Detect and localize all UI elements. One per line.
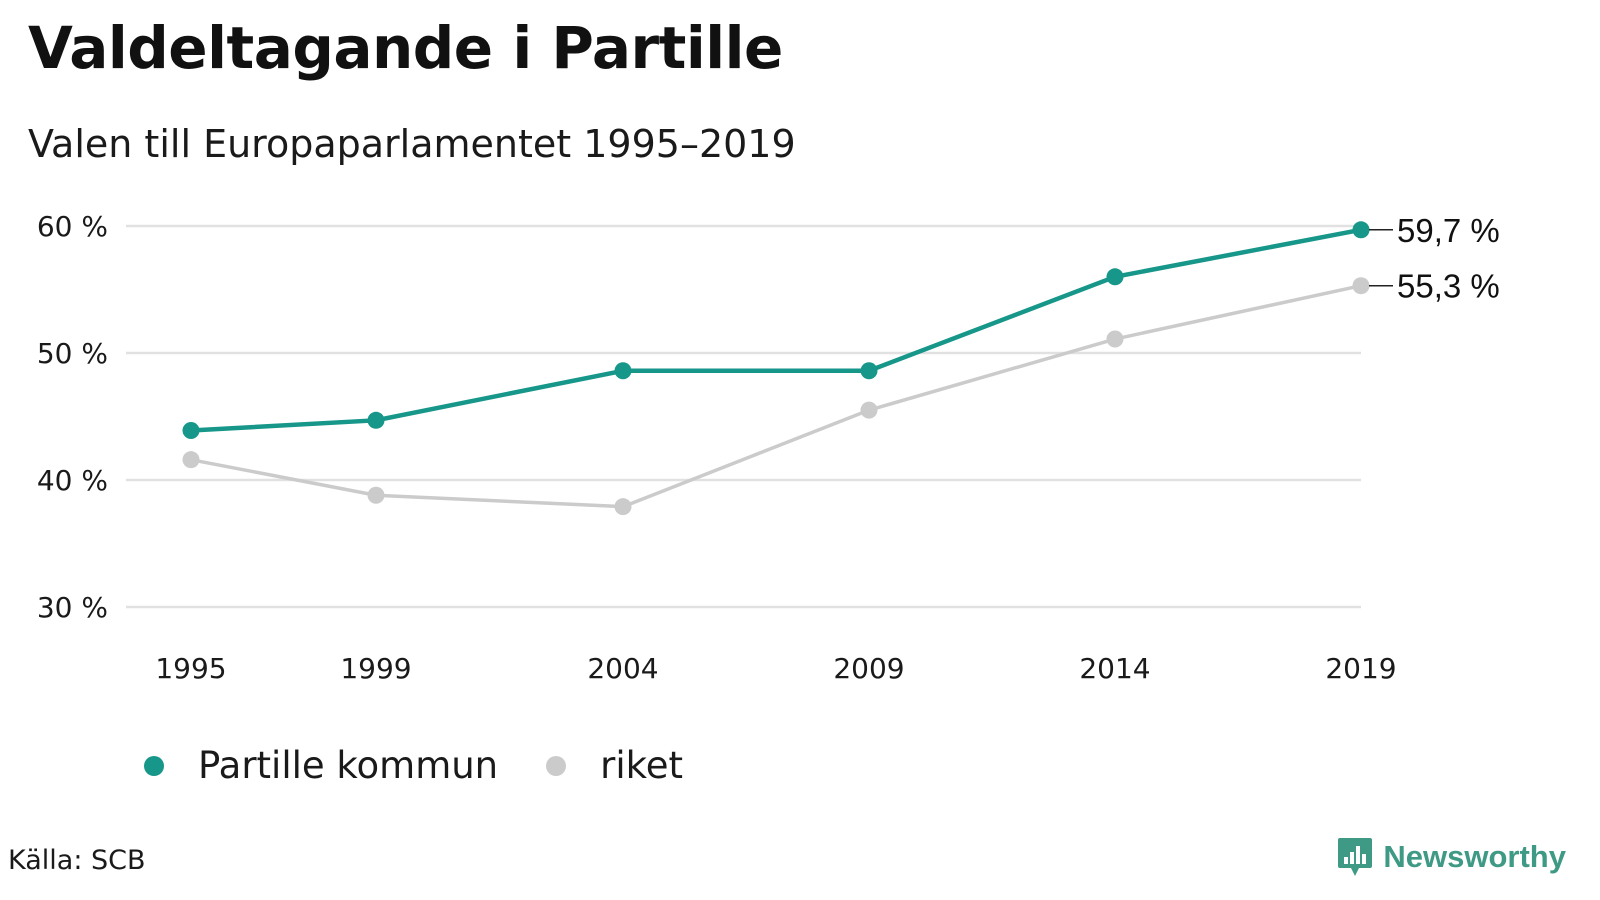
grid-lines <box>126 224 1361 609</box>
data-point-partille-2014 <box>1106 268 1124 286</box>
x-tick-label-1995: 1995 <box>155 652 226 685</box>
series-layer <box>182 221 1370 516</box>
legend-item-riket: riket <box>546 744 683 787</box>
brand: Newsworthy <box>1337 836 1566 878</box>
data-point-partille-2019 <box>1352 221 1370 239</box>
data-point-riket-2004 <box>614 498 632 516</box>
end-label-partille: 59,7 % <box>1397 212 1500 249</box>
x-tick-label-2009: 2009 <box>833 652 904 685</box>
data-point-partille-2004 <box>614 362 632 380</box>
x-axis-tick-labels: 1995 1999 2004 2009 2014 2019 <box>155 652 1396 685</box>
legend-marker-partille <box>144 755 164 776</box>
x-tick-label-2014: 2014 <box>1079 652 1150 685</box>
data-point-riket-2009 <box>860 401 878 419</box>
newsworthy-logo-icon <box>1338 838 1373 876</box>
series-line-riket <box>189 283 1363 509</box>
source-note: Källa: SCB <box>8 845 146 876</box>
legend: Partille kommun riket <box>144 744 731 787</box>
data-point-riket-1999 <box>367 486 385 504</box>
brand-name: Newsworthy <box>1383 839 1566 874</box>
y-tick-label-60: 60 % <box>37 210 108 243</box>
legend-label-riket: riket <box>600 744 684 787</box>
end-labels: 55,3 % 59,7 % <box>1369 212 1500 305</box>
series-line-partille <box>188 227 1364 433</box>
end-label-riket: 55,3 % <box>1397 268 1500 305</box>
y-tick-label-50: 50 % <box>37 337 108 370</box>
x-tick-label-2004: 2004 <box>587 652 658 685</box>
y-tick-label-40: 40 % <box>37 464 108 497</box>
data-point-partille-1995 <box>182 421 200 439</box>
chart-subtitle: Valen till Europaparlamentet 1995–2019 <box>28 122 796 166</box>
legend-label-partille: Partille kommun <box>198 744 499 787</box>
data-point-riket-1995 <box>182 451 200 469</box>
data-point-partille-2009 <box>860 362 878 380</box>
y-tick-label-30: 30 % <box>37 591 108 624</box>
chart-title: Valdeltagande i Partille <box>28 14 783 82</box>
y-axis-tick-labels: 30 % 40 % 50 % 60 % <box>37 210 108 624</box>
data-point-partille-1999 <box>367 411 385 429</box>
x-tick-label-2019: 2019 <box>1325 652 1396 685</box>
data-point-riket-2019 <box>1352 277 1370 295</box>
x-tick-label-1999: 1999 <box>340 652 411 685</box>
legend-item-partille: Partille kommun <box>144 744 498 787</box>
data-point-riket-2014 <box>1106 330 1124 348</box>
legend-marker-riket <box>546 755 567 776</box>
